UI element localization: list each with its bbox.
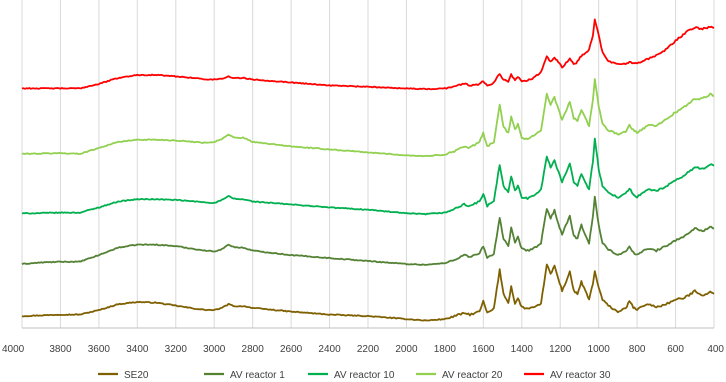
x-tick-label-1400: 1400 xyxy=(511,344,534,355)
x-tick-label-800: 800 xyxy=(629,344,646,355)
x-tick-label-2000: 2000 xyxy=(395,344,418,355)
series-line-av-reactor-1 xyxy=(21,195,714,266)
legend-item-av-reactor-30: AV reactor 30 xyxy=(524,370,611,381)
x-tick-label-1000: 1000 xyxy=(588,344,611,355)
legend-item-av-reactor-10: AV reactor 10 xyxy=(308,370,395,381)
series-line-av-reactor-20 xyxy=(21,78,714,158)
spectrum-series-group xyxy=(21,18,715,322)
series-line-av-reactor-30 xyxy=(21,18,715,91)
x-tick-label-3800: 3800 xyxy=(49,344,72,355)
x-tick-label-1800: 1800 xyxy=(434,344,457,355)
x-tick-label-400: 400 xyxy=(707,344,724,355)
legend-label: AV reactor 20 xyxy=(442,370,503,381)
x-tick-label-2800: 2800 xyxy=(242,344,265,355)
legend-label: AV reactor 10 xyxy=(334,370,395,381)
legend: SE20 AV reactor 1 AV reactor 10 AV reactor … xyxy=(98,370,611,381)
legend-item-av-reactor-20: AV reactor 20 xyxy=(416,370,503,381)
x-tick-label-600: 600 xyxy=(667,344,684,355)
vertical-gridlines xyxy=(21,0,715,328)
series-line-av-reactor-10 xyxy=(21,137,715,216)
x-tick-label-1200: 1200 xyxy=(549,344,572,355)
x-tick-label-3400: 3400 xyxy=(126,344,149,355)
x-tick-label-2200: 2200 xyxy=(357,344,380,355)
x-tick-label-3200: 3200 xyxy=(165,344,188,355)
legend-label: SE20 xyxy=(124,370,149,381)
legend-label: AV reactor 1 xyxy=(230,370,285,381)
legend-label: AV reactor 30 xyxy=(550,370,611,381)
x-tick-label-3000: 3000 xyxy=(203,344,226,355)
x-tick-label-1600: 1600 xyxy=(472,344,495,355)
legend-item-av-reactor-1: AV reactor 1 xyxy=(204,370,285,381)
series-line-se20 xyxy=(21,263,715,322)
legend-item-se20: SE20 xyxy=(98,370,149,381)
x-tick-label-2600: 2600 xyxy=(280,344,303,355)
x-tick-label-2400: 2400 xyxy=(318,344,341,355)
x-axis-tick-labels: 4000 3800 3600 3400 3200 3000 2800 2600 2400 2200… xyxy=(2,344,724,355)
x-tick-label-3600: 3600 xyxy=(88,344,111,355)
x-tick-label-4000: 4000 xyxy=(2,344,25,355)
